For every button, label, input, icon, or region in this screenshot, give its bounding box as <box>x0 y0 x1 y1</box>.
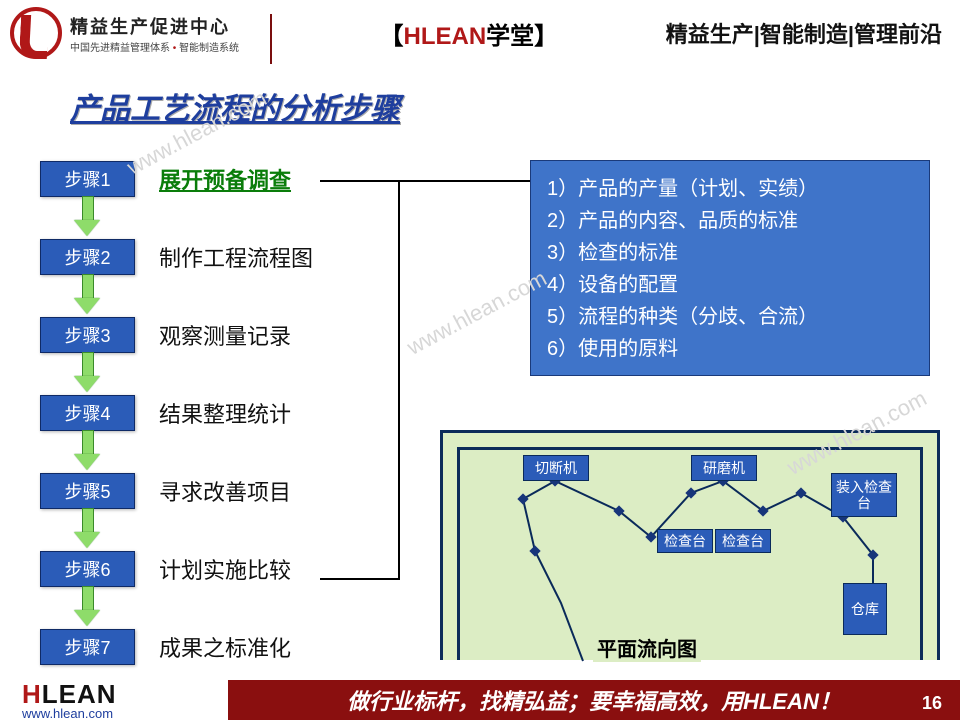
machine-warehouse: 仓库 <box>843 583 887 635</box>
arrow-down-icon <box>76 430 98 470</box>
machine-packing: 装入检查台 <box>831 473 897 517</box>
info-item: 1）产品的产量（计划、实绩） <box>547 173 913 205</box>
step-row: 步骤6 计划实施比较 <box>40 550 420 588</box>
logo-area: 精益生产促进中心 中国先进精益管理体系 • 智能制造系统 <box>0 7 270 59</box>
arrow-down-icon <box>76 352 98 392</box>
info-item: 5）流程的种类（分歧、合流） <box>547 301 913 333</box>
step-box: 步骤3 <box>40 317 135 353</box>
step-box: 步骤4 <box>40 395 135 431</box>
arrow-down-icon <box>76 586 98 626</box>
footer-left: HLEAN www.hlean.com <box>0 679 228 721</box>
step-box: 步骤6 <box>40 551 135 587</box>
logo-sub: 中国先进精益管理体系 • 智能制造系统 <box>70 39 239 54</box>
info-item: 4）设备的配置 <box>547 269 913 301</box>
step-box: 步骤1 <box>40 161 135 197</box>
machine-grinder: 研磨机 <box>691 455 757 481</box>
step-row: 步骤5 寻求改善项目 <box>40 472 420 510</box>
step-row: 步骤3 观察测量记录 <box>40 316 420 354</box>
machine-cutter: 切断机 <box>523 455 589 481</box>
page-title: 产品工艺流程的分析步骤 <box>70 84 400 128</box>
machine-insp1: 检查台 <box>657 529 713 553</box>
footer-url: www.hlean.com <box>22 706 228 721</box>
step-box: 步骤7 <box>40 629 135 665</box>
step-row: 步骤4 结果整理统计 <box>40 394 420 432</box>
arrow-down-icon <box>76 196 98 236</box>
info-item: 6）使用的原料 <box>547 333 913 365</box>
machine-insp2: 检查台 <box>715 529 771 553</box>
logo-text: 精益生产促进中心 中国先进精益管理体系 • 智能制造系统 <box>70 13 239 54</box>
arrow-down-icon <box>76 274 98 314</box>
step-label: 结果整理统计 <box>159 397 291 429</box>
step-label: 观察测量记录 <box>159 319 291 351</box>
header-right: 精益生产|智能制造|管理前沿 <box>666 17 960 49</box>
step-row: 步骤1 展开预备调查 <box>40 160 420 198</box>
header: 精益生产促进中心 中国先进精益管理体系 • 智能制造系统 【HLEAN学堂】 精… <box>0 0 960 66</box>
connector-line <box>320 578 400 580</box>
info-item: 2）产品的内容、品质的标准 <box>547 205 913 237</box>
steps-column: 步骤1 展开预备调查步骤2 制作工程流程图步骤3 观察测量记录步骤4 结果整理统计步骤5… <box>40 160 420 706</box>
connector-line <box>320 180 400 182</box>
step-label: 制作工程流程图 <box>159 241 313 273</box>
footer: HLEAN www.hlean.com 做行业标杆，找精弘益；要幸福高效，用HL… <box>0 680 960 720</box>
step-label: 计划实施比较 <box>159 553 291 585</box>
logo-cn: 精益生产促进中心 <box>70 13 239 39</box>
step-label: 寻求改善项目 <box>159 475 291 507</box>
logo-icon <box>10 7 62 59</box>
step-box: 步骤5 <box>40 473 135 509</box>
step-row: 步骤7 成果之标准化 <box>40 628 420 666</box>
connector-line <box>398 180 400 580</box>
step-row: 步骤2 制作工程流程图 <box>40 238 420 276</box>
step-box: 步骤2 <box>40 239 135 275</box>
connector-line <box>398 180 530 182</box>
header-center: 【HLEAN学堂】 <box>272 16 666 51</box>
info-item: 3）检查的标准 <box>547 237 913 269</box>
floor-title: 平面流向图 <box>593 633 701 662</box>
step-label: 展开预备调查 <box>159 163 291 195</box>
watermark: www.hlean.com <box>403 265 551 360</box>
arrow-down-icon <box>76 508 98 548</box>
footer-slogan-bar: 做行业标杆，找精弘益；要幸福高效，用HLEAN！ 16 <box>228 680 960 720</box>
info-box: 1）产品的产量（计划、实绩）2）产品的内容、品质的标准3）检查的标准4）设备的配… <box>530 160 930 376</box>
footer-slogan: 做行业标杆，找精弘益；要幸福高效，用HLEAN！ <box>347 684 841 716</box>
step-label: 成果之标准化 <box>159 631 291 663</box>
floor-plan: 平面流向图 切断机 研磨机检查台检查台 装入检查台仓库 <box>440 430 940 660</box>
page-number: 16 <box>912 693 952 714</box>
